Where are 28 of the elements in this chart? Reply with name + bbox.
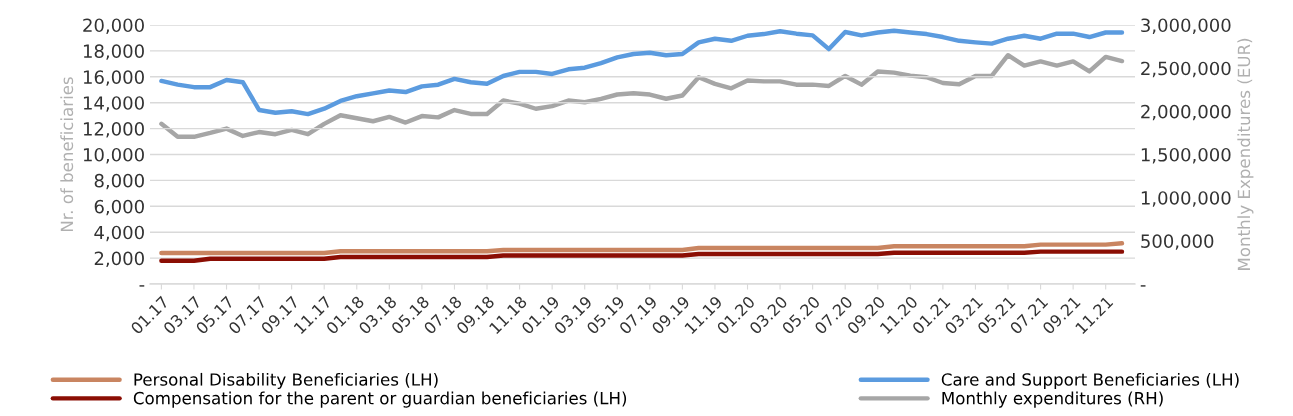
y-tick-label: - [139, 285, 145, 287]
y2-tick-label: - [1140, 285, 1146, 287]
y-tick-label: 12,000 [83, 122, 144, 138]
y-tick-label: 18,000 [83, 44, 144, 60]
legend-label: Monthly expenditures (RH) [942, 391, 1163, 408]
line-series [159, 241, 1125, 256]
line-series [159, 249, 1125, 263]
y2-tick-label: 3,000,000 [1141, 18, 1231, 34]
y-axis-title: Nr. of beneficiaries [60, 77, 74, 232]
y-tick-label: 16,000 [83, 70, 144, 86]
y2-tick-label: 2,000,000 [1141, 104, 1231, 121]
line-series [159, 28, 1125, 117]
y-tick-label: 10,000 [83, 147, 144, 164]
y-tick-label: 20,000 [83, 18, 144, 34]
y-tick-label: 2,000 [94, 251, 144, 268]
legend-label: Personal Disability Beneficiaries (LH) [134, 372, 438, 390]
y2-axis-title: Monthly Expenditures (EUR) [1237, 38, 1254, 270]
legend-label: Care and Support Beneficiaries (LH) [941, 372, 1239, 390]
y2-tick-label: 1,000,000 [1141, 191, 1231, 207]
y-tick-label: 4,000 [94, 225, 144, 242]
y2-tick-label: 500,000 [1141, 234, 1214, 250]
y2-tick-label: 2,500,000 [1141, 61, 1231, 78]
line-series [159, 53, 1125, 140]
y-tick-label: 6,000 [94, 199, 144, 216]
y-tick-label: 8,000 [94, 173, 144, 190]
legend-label: Compensation for the parent or guardian beneficiaries (LH) [133, 391, 627, 408]
y-tick-label: 14,000 [83, 96, 144, 112]
y2-tick-label: 1,500,000 [1141, 147, 1231, 164]
